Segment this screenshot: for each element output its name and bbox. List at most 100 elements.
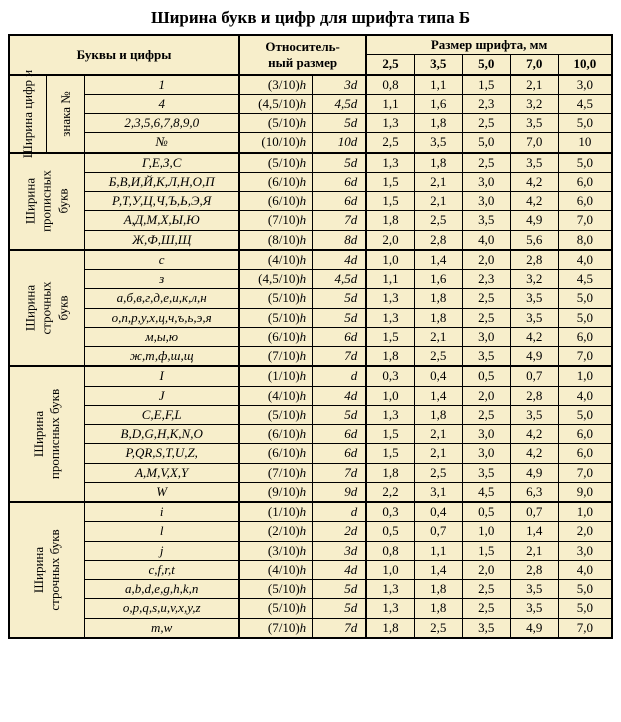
value-cell: 1,6	[414, 270, 462, 289]
chars-cell: м,ы,ю	[85, 327, 239, 346]
value-cell: 1,8	[414, 308, 462, 327]
chars-cell: P,QR,S,T,U,Z,	[85, 444, 239, 463]
value-cell: 2,8	[510, 560, 558, 579]
value-cell: 1,3	[366, 405, 414, 424]
rel-size-h: (3/10)h	[239, 75, 313, 95]
width-table: Буквы и цифры Относитель- ный размер Раз…	[8, 34, 613, 639]
value-cell: 5,0	[558, 153, 612, 173]
rel-size-d: 6d	[313, 425, 367, 444]
chars-cell: l	[85, 522, 239, 541]
rel-size-d: 6d	[313, 192, 367, 211]
rel-size-h: (10/10)h	[239, 133, 313, 153]
rel-size-h: (1/10)h	[239, 502, 313, 522]
value-cell: 3,5	[462, 347, 510, 367]
rel-size-h: (7/10)h	[239, 211, 313, 230]
rel-size-h: (7/10)h	[239, 618, 313, 638]
rel-size-h: (5/10)h	[239, 580, 313, 599]
value-cell: 4,0	[558, 386, 612, 405]
table-row: Б,В,И,Й,К,Л,Н,О,П(6/10)h6d1,52,13,04,26,…	[9, 172, 612, 191]
value-cell: 7,0	[558, 618, 612, 638]
value-cell: 5,0	[558, 580, 612, 599]
value-cell: 2,1	[414, 327, 462, 346]
rel-size-d: 9d	[313, 482, 367, 502]
value-cell: 1,6	[414, 94, 462, 113]
table-row: j(3/10)h3d0,81,11,52,13,0	[9, 541, 612, 560]
value-cell: 1,3	[366, 153, 414, 173]
value-cell: 1,4	[414, 386, 462, 405]
value-cell: 3,0	[462, 327, 510, 346]
table-row: A,M,V,X,Y(7/10)h7d1,82,53,54,97,0	[9, 463, 612, 482]
value-cell: 3,5	[510, 308, 558, 327]
rel-size-d: 5d	[313, 599, 367, 618]
rel-size-d: 5d	[313, 580, 367, 599]
table-row: 4(4,5/10)h4,5d1,11,62,33,24,5	[9, 94, 612, 113]
value-cell: 2,5	[462, 599, 510, 618]
value-cell: 1,8	[366, 463, 414, 482]
rel-size-h: (5/10)h	[239, 599, 313, 618]
section-label: Ширинастрочных букв	[9, 502, 85, 638]
value-cell: 0,8	[366, 541, 414, 560]
value-cell: 6,0	[558, 425, 612, 444]
rel-size-h: (4/10)h	[239, 250, 313, 270]
table-row: a,b,d,e,g,h,k,n(5/10)h5d1,31,82,53,55,0	[9, 580, 612, 599]
table-row: А,Д,М,Х,Ы,Ю(7/10)h7d1,82,53,54,97,0	[9, 211, 612, 230]
section-label: Ширинапрописных букв	[9, 366, 85, 502]
value-cell: 2,5	[462, 153, 510, 173]
rel-size-h: (9/10)h	[239, 482, 313, 502]
value-cell: 2,5	[462, 289, 510, 308]
rel-size-d: d	[313, 502, 367, 522]
value-cell: 3,5	[462, 618, 510, 638]
value-cell: 2,5	[462, 308, 510, 327]
value-cell: 5,0	[558, 405, 612, 424]
value-cell: 3,5	[462, 211, 510, 230]
value-cell: 0,4	[414, 502, 462, 522]
value-cell: 1,1	[414, 541, 462, 560]
header-size-1: 3,5	[414, 55, 462, 75]
value-cell: 3,2	[510, 94, 558, 113]
chars-cell: Р,Т,У,Ц,Ч,Ъ,Ь,Э,Я	[85, 192, 239, 211]
table-row: а,б,в,г,д,е,и,к,л,н(5/10)h5d1,31,82,53,5…	[9, 289, 612, 308]
table-row: P,QR,S,T,U,Z,(6/10)h6d1,52,13,04,26,0	[9, 444, 612, 463]
chars-cell: m,w	[85, 618, 239, 638]
value-cell: 1,4	[414, 560, 462, 579]
value-cell: 3,5	[414, 133, 462, 153]
value-cell: 3,5	[462, 463, 510, 482]
chars-cell: о,п,р,у,х,ц,ч,ъ,ь,э,я	[85, 308, 239, 327]
value-cell: 1,0	[558, 366, 612, 386]
chars-cell: з	[85, 270, 239, 289]
value-cell: 2,5	[462, 580, 510, 599]
rel-size-d: 6d	[313, 444, 367, 463]
rel-size-d: 4d	[313, 386, 367, 405]
value-cell: 2,1	[510, 75, 558, 95]
value-cell: 1,3	[366, 114, 414, 133]
value-cell: 8,0	[558, 230, 612, 250]
value-cell: 4,9	[510, 211, 558, 230]
section-label: Ширинапрописныхбукв	[9, 153, 85, 250]
table-row: Ж,Ф,Ш,Щ(8/10)h8d2,02,84,05,68,0	[9, 230, 612, 250]
chars-cell: A,M,V,X,Y	[85, 463, 239, 482]
table-title: Ширина букв и цифр для шрифта типа Б	[8, 8, 613, 28]
value-cell: 0,5	[462, 502, 510, 522]
header-size-4: 10,0	[558, 55, 612, 75]
value-cell: 2,5	[414, 463, 462, 482]
chars-cell: с	[85, 250, 239, 270]
value-cell: 3,1	[414, 482, 462, 502]
value-cell: 5,0	[558, 114, 612, 133]
value-cell: 1,0	[366, 250, 414, 270]
rel-size-d: 4,5d	[313, 94, 367, 113]
rel-size-d: 3d	[313, 75, 367, 95]
chars-cell: Г,Е,З,С	[85, 153, 239, 173]
table-row: l(2/10)h2d0,50,71,01,42,0	[9, 522, 612, 541]
table-row: Ширинастрочныхбуквс(4/10)h4d1,01,42,02,8…	[9, 250, 612, 270]
value-cell: 1,8	[414, 289, 462, 308]
table-row: ШиринапрописныхбуквГ,Е,З,С(5/10)h5d1,31,…	[9, 153, 612, 173]
table-row: №(10/10)h10d2,53,55,07,010	[9, 133, 612, 153]
value-cell: 3,0	[462, 172, 510, 191]
rel-size-d: 5d	[313, 405, 367, 424]
table-row: C,E,F,L(5/10)h5d1,31,82,53,55,0	[9, 405, 612, 424]
rel-size-h: (4/10)h	[239, 560, 313, 579]
rel-size-d: 4d	[313, 250, 367, 270]
table-row: m,w(7/10)h7d1,82,53,54,97,0	[9, 618, 612, 638]
value-cell: 2,3	[462, 94, 510, 113]
value-cell: 1,8	[414, 114, 462, 133]
